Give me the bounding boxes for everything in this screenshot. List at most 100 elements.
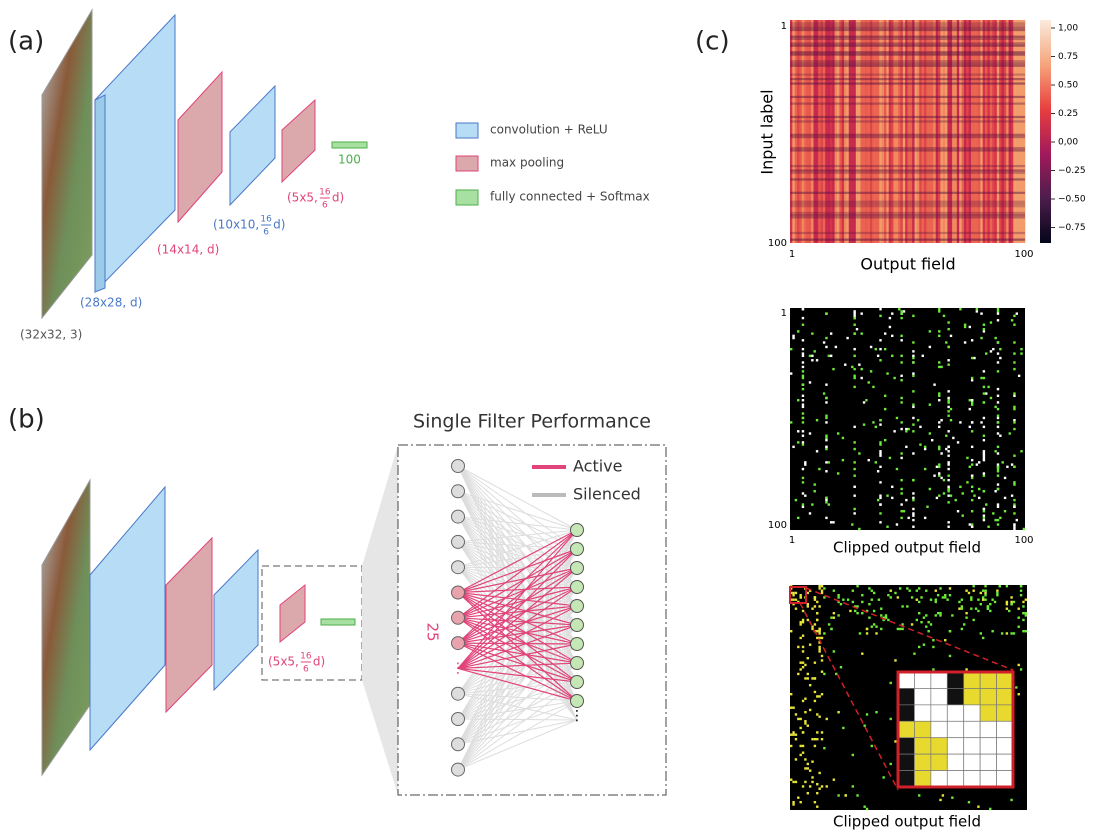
zoom-point [873,592,875,594]
clipped-point [790,348,792,350]
clipped-point [983,508,985,510]
clipped-point [792,337,794,339]
clipped-point [870,346,872,348]
size-label: d) [332,191,344,205]
zoom-point [984,599,986,601]
clipped-point [947,501,949,503]
y-tick-label: 1 [781,308,787,319]
zoom-point [925,590,927,592]
heat-row [790,36,1025,38]
clipped-point [879,315,881,317]
ellipsis: ⋮ [570,708,584,724]
colorbar-tick-label: −0.75 [1058,223,1086,233]
clipped-point [966,457,968,459]
clipped-point [912,499,914,501]
clipped-point [983,517,985,519]
zoom-point [894,740,896,742]
neuron [571,695,584,708]
zoom-point [830,617,832,619]
clipped-point [947,401,949,403]
legend: convolution + ReLU max pooling fully con… [456,123,650,206]
clipped-point [947,450,949,452]
clipped-point [997,312,999,314]
clipped-point [900,479,902,481]
neuron [571,543,584,556]
zoom-point [809,644,811,646]
clipped-point [830,521,832,523]
zoom-point [809,709,811,711]
zoom-point [875,711,877,713]
clipped-point [997,466,999,468]
fraction-numerator: 16 [260,215,272,225]
clipped-point [912,519,914,521]
zoom-point [799,754,801,756]
neuron [452,535,465,548]
clipped-point [959,421,961,423]
clipped-point [853,312,855,314]
clipped-point [853,475,855,477]
zoom-point [939,799,941,801]
zoom-point [961,608,963,610]
clipped-point [814,483,816,485]
heat-row [790,51,1025,53]
zoom-point [911,623,913,625]
inset-cell [898,705,914,721]
zoom-point [804,677,806,679]
zoom-point [795,758,797,760]
zoom-point [823,632,825,634]
pool-layer [280,585,305,642]
clipped-point [853,508,855,510]
clipped-point [992,348,994,350]
clipped-point [802,477,804,479]
legend-text: Silenced [573,485,641,504]
inset-cell [931,721,947,737]
clipped-point [931,439,933,441]
zoom-point [859,632,861,634]
zoom-point [823,673,825,675]
clipped-point [971,377,973,379]
clipped-point [971,357,973,359]
clipped-point [983,439,985,441]
zoom-point [989,603,991,605]
clipped-point [853,315,855,317]
zoom-point [996,592,998,594]
zoom-point [821,659,823,661]
clipped-point [912,406,914,408]
heatmap [790,20,1025,243]
inset-cell [898,754,914,770]
zoom-point [830,628,832,630]
clipped-point [962,492,964,494]
clipped-point [905,430,907,432]
zoom-point [823,596,825,598]
fraction-numerator: 16 [300,652,312,662]
zoom-point [790,779,792,781]
heat-row [790,136,1025,138]
clipped-point [912,430,914,432]
clipped-point [875,348,877,350]
clipped-point [889,326,891,328]
clipped-point [971,475,973,477]
clipped-point [900,421,902,423]
zoom-point [792,599,794,601]
clipped-point [945,435,947,437]
inset-cell [964,705,980,721]
zoom-point [1022,605,1024,607]
zoom-point [802,635,804,637]
clipped-point [802,417,804,419]
clipped-point [947,468,949,470]
clipped-point [900,488,902,490]
zoom-point [1013,632,1015,634]
zoom-point [911,596,913,598]
clipped-point [912,423,914,425]
clipped-point [802,421,804,423]
clipped-point [1013,392,1015,394]
clipped-point [1013,395,1015,397]
x-tick-label: 100 [1014,249,1033,260]
zoom-point [989,808,991,810]
clipped-point [947,430,949,432]
zoom-point [868,603,870,605]
zoom-point [949,587,951,589]
zoom-point [942,596,944,598]
neuron [452,713,465,726]
clipped-point [823,392,825,394]
